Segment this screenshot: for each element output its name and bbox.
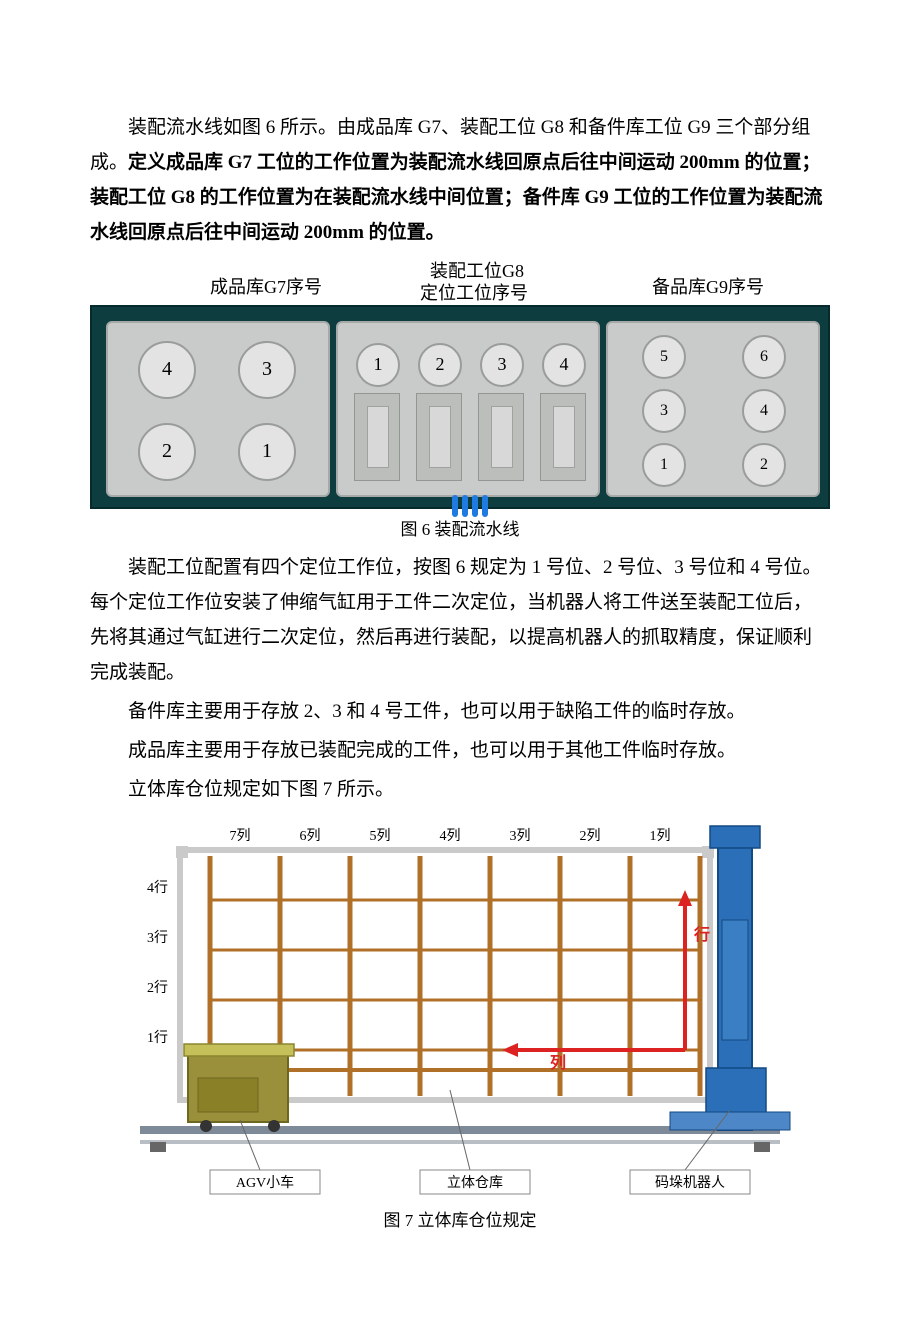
fig7-arrows: 行 列 — [502, 890, 710, 1072]
fig7-col-5: 5列 — [370, 828, 391, 844]
fig7-col-6: 6列 — [300, 828, 321, 844]
g9-pos-4: 4 — [742, 389, 786, 433]
g8-slot-2 — [416, 393, 462, 481]
g8-slot-3 — [478, 393, 524, 481]
fig7-label-boxes: AGV小车 立体仓库 码垛机器人 — [210, 1170, 750, 1194]
fig6-caption: 图 6 装配流水线 — [90, 515, 830, 540]
g7-pos-2: 2 — [138, 423, 196, 481]
fig7-red-col: 列 — [550, 1053, 566, 1072]
fig6-label-right: 备品库G9序号 — [652, 273, 764, 299]
fig7-row-4: 4行 — [147, 880, 168, 896]
fig7-row-1: 1行 — [147, 1030, 168, 1046]
fig6-label-mid2: 定位工位序号 — [420, 279, 528, 305]
fig6-tubes — [452, 495, 492, 517]
fig7-box-robot: 码垛机器人 — [655, 1175, 725, 1191]
g7-pos-3: 3 — [238, 341, 296, 399]
g8-pos-2: 2 — [418, 343, 462, 387]
fig6-label-left: 成品库G7序号 — [210, 273, 322, 299]
fig7-caption: 图 7 立体库仓位规定 — [90, 1206, 830, 1231]
fig7-agv — [184, 1044, 294, 1132]
fig6-panel-g9: 5 6 3 4 1 2 — [606, 321, 820, 497]
g8-slot-4 — [540, 393, 586, 481]
fig7-row-3: 3行 — [147, 930, 168, 946]
paragraph-5: 立体库仓位规定如下图 7 所示。 — [90, 772, 830, 807]
fig7-col-3: 3列 — [510, 828, 531, 844]
g7-pos-1: 1 — [238, 423, 296, 481]
g8-slot-1 — [354, 393, 400, 481]
fig7-robot — [670, 826, 790, 1130]
fig7-col-2: 2列 — [580, 828, 601, 844]
fig7-col-4: 4列 — [440, 828, 461, 844]
p1-text-b: 定义成品库 G7 工位的工作位置为装配流水线回原点后往中间运动 200mm 的位… — [90, 152, 823, 243]
fig6-panel-g7: 4 3 2 1 — [106, 321, 330, 497]
g9-pos-1: 1 — [642, 443, 686, 487]
fig7-row-2: 2行 — [147, 980, 168, 996]
paragraph-3: 备件库主要用于存放 2、3 和 4 号工件，也可以用于缺陷工件的临时存放。 — [90, 694, 830, 729]
paragraph-2: 装配工位配置有四个定位工作位，按图 6 规定为 1 号位、2 号位、3 号位和 … — [90, 550, 830, 691]
g9-pos-5: 5 — [642, 335, 686, 379]
g8-pos-1: 1 — [356, 343, 400, 387]
g9-pos-6: 6 — [742, 335, 786, 379]
figure-7: 7列 6列 5列 4列 3列 2列 1列 4行 3行 2行 1行 — [90, 820, 830, 1200]
figure-6: 成品库G7序号 装配工位G8 定位工位序号 备品库G9序号 4 3 2 1 1 … — [90, 257, 830, 509]
fig6-top-labels: 成品库G7序号 装配工位G8 定位工位序号 备品库G9序号 — [90, 257, 830, 305]
fig6-panel-g8: 1 2 3 4 — [336, 321, 600, 497]
paragraph-1: 装配流水线如图 6 所示。由成品库 G7、装配工位 G8 和备件库工位 G9 三… — [90, 110, 830, 251]
g9-pos-3: 3 — [642, 389, 686, 433]
fig7-col-1: 1列 — [650, 828, 671, 844]
g8-pos-3: 3 — [480, 343, 524, 387]
g7-pos-4: 4 — [138, 341, 196, 399]
fig7-svg: 7列 6列 5列 4列 3列 2列 1列 4行 3行 2行 1行 — [110, 820, 810, 1200]
paragraph-4: 成品库主要用于存放已装配完成的工件，也可以用于其他工件临时存放。 — [90, 733, 830, 768]
fig6-body: 4 3 2 1 1 2 3 4 5 6 3 4 1 — [90, 305, 830, 509]
fig7-box-wh: 立体仓库 — [447, 1175, 503, 1191]
g8-pos-4: 4 — [542, 343, 586, 387]
document-page: 装配流水线如图 6 所示。由成品库 G7、装配工位 G8 和备件库工位 G9 三… — [0, 0, 920, 1321]
g9-pos-2: 2 — [742, 443, 786, 487]
fig7-col-7: 7列 — [230, 828, 251, 844]
fig7-box-agv: AGV小车 — [236, 1174, 294, 1191]
fig7-red-row: 行 — [693, 925, 710, 944]
